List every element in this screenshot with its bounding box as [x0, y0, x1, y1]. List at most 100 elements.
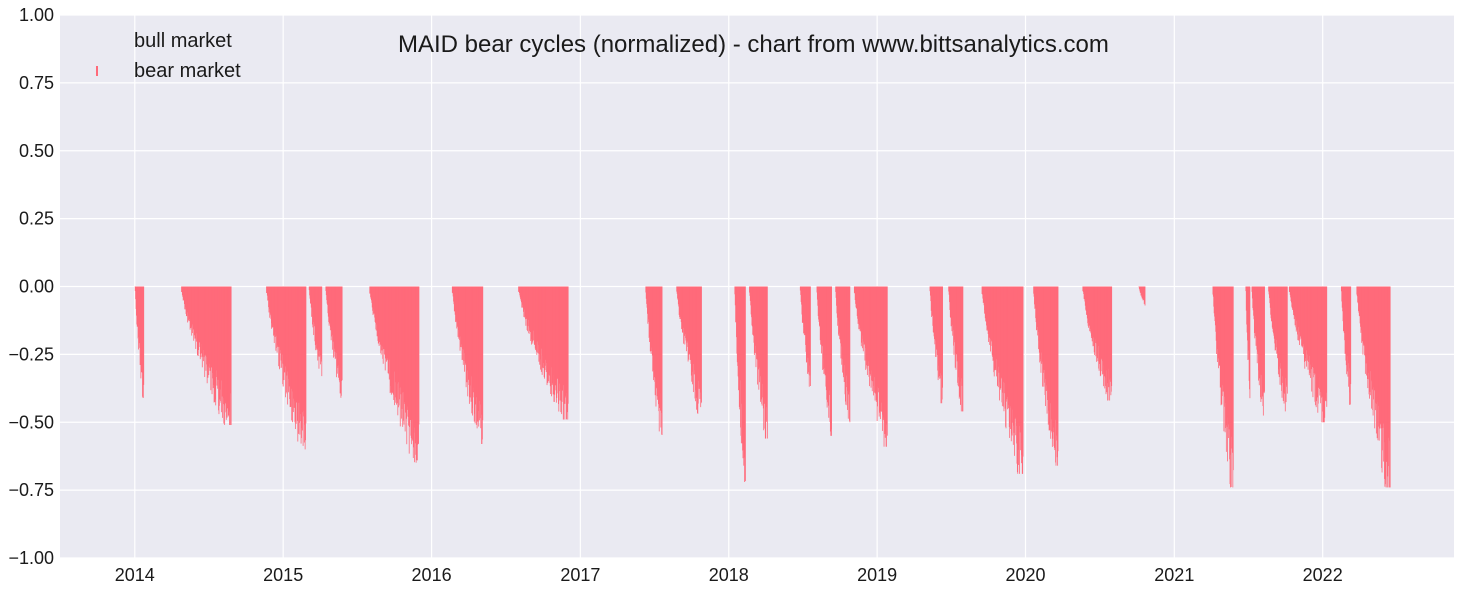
bear-bar	[982, 286, 984, 299]
bear-bar	[290, 286, 292, 389]
bear-bar	[542, 286, 544, 369]
bear-bar	[742, 286, 743, 451]
bear-bar	[990, 286, 992, 346]
bear-bar	[858, 286, 859, 322]
bear-bar	[293, 286, 295, 399]
bear-bar	[822, 286, 824, 359]
bear-bar	[310, 286, 311, 304]
bear-bar	[1035, 286, 1037, 319]
bear-bar	[951, 286, 953, 325]
bear-bar	[1362, 286, 1363, 341]
bear-bar	[1223, 286, 1224, 387]
bear-bar	[749, 286, 751, 296]
bear-bar	[808, 286, 809, 359]
bear-bar	[1039, 286, 1041, 360]
bear-bar	[310, 286, 312, 304]
bear-bar	[413, 286, 415, 433]
bear-bar	[218, 286, 219, 411]
bear-bar	[991, 286, 993, 356]
bear-bar	[868, 286, 869, 362]
bear-bar	[520, 286, 522, 301]
bear-bar	[138, 286, 139, 350]
bear-bar	[751, 286, 753, 327]
bear-bar	[140, 286, 142, 372]
bear-bar	[535, 286, 537, 343]
bear-bar	[519, 286, 521, 296]
bear-bar	[1383, 286, 1385, 462]
bear-bar	[527, 286, 529, 327]
bear-bar	[275, 286, 277, 348]
bear-bar	[1295, 286, 1297, 328]
bear-bar	[740, 286, 742, 436]
bear-bar	[309, 286, 311, 299]
bear-bar	[1305, 286, 1307, 362]
bear-bar	[952, 286, 954, 336]
bear-bar	[1049, 286, 1051, 431]
bear-bar	[472, 286, 474, 416]
bear-bar	[950, 286, 952, 327]
bear-bar	[658, 286, 660, 432]
bear-bar	[755, 286, 756, 353]
bear-bar	[1360, 286, 1362, 331]
bear-bar	[1384, 286, 1386, 480]
bear-bar	[1022, 286, 1024, 474]
bear-bar	[224, 286, 226, 425]
bear-bar	[1143, 286, 1144, 301]
bear-bar	[563, 286, 565, 420]
bear-bar	[1323, 286, 1325, 423]
bear-bar	[1373, 286, 1374, 400]
bear-bar	[417, 286, 419, 444]
bear-bar	[1291, 286, 1293, 309]
bear-bar	[1350, 286, 1352, 385]
bear-bar	[479, 286, 481, 419]
bear-bar	[939, 286, 941, 379]
bear-bar	[935, 286, 937, 357]
bear-bar	[870, 286, 872, 376]
bear-bar	[481, 286, 483, 444]
bear-bar	[807, 286, 809, 373]
bear-bar	[1313, 286, 1315, 368]
bear-bar	[803, 286, 805, 327]
bear-bar	[656, 286, 658, 397]
bear-bar	[478, 286, 480, 401]
bear-bar	[546, 286, 548, 386]
bear-bar	[555, 286, 556, 386]
bear-bar	[1232, 286, 1233, 453]
bear-bar	[755, 286, 757, 355]
bear-bar	[1258, 286, 1260, 386]
bear-bar	[311, 286, 313, 312]
bear-bar	[472, 286, 474, 388]
bear-bar	[268, 286, 270, 313]
bear-bar	[526, 286, 528, 330]
bear-bar	[531, 286, 533, 342]
bear-bar	[1222, 286, 1224, 392]
bear-bar	[1230, 286, 1232, 487]
bear-bar	[341, 286, 343, 381]
bear-bar	[1345, 286, 1347, 366]
x-tick-label: 2018	[709, 565, 749, 585]
bear-bar	[824, 286, 826, 376]
bear-bar	[477, 286, 479, 422]
bear-bar	[531, 286, 532, 345]
bear-bar	[228, 286, 230, 412]
bear-bar	[1138, 286, 1140, 288]
bear-bar	[389, 286, 391, 360]
bear-bar	[676, 286, 678, 294]
bear-bar	[686, 286, 687, 352]
bear-bar	[471, 286, 472, 377]
bear-bar	[882, 286, 883, 431]
bear-bar	[567, 286, 569, 404]
legend-label-bull: bull market	[134, 30, 232, 52]
bear-bar	[849, 286, 850, 421]
bear-bar	[337, 286, 339, 368]
bear-bar	[932, 286, 934, 326]
bear-bar	[932, 286, 933, 316]
y-axis: 1.00 0.75 0.50 0.25 0.00 −0.25 −0.50 −0.75 −1.00	[8, 5, 54, 568]
bear-bar	[868, 286, 870, 377]
bear-bar	[872, 286, 874, 382]
bear-bar	[766, 286, 768, 439]
bear-bar	[405, 286, 407, 419]
bear-bar	[284, 286, 286, 367]
bear-bar	[551, 286, 553, 384]
bear-bar	[137, 286, 139, 339]
